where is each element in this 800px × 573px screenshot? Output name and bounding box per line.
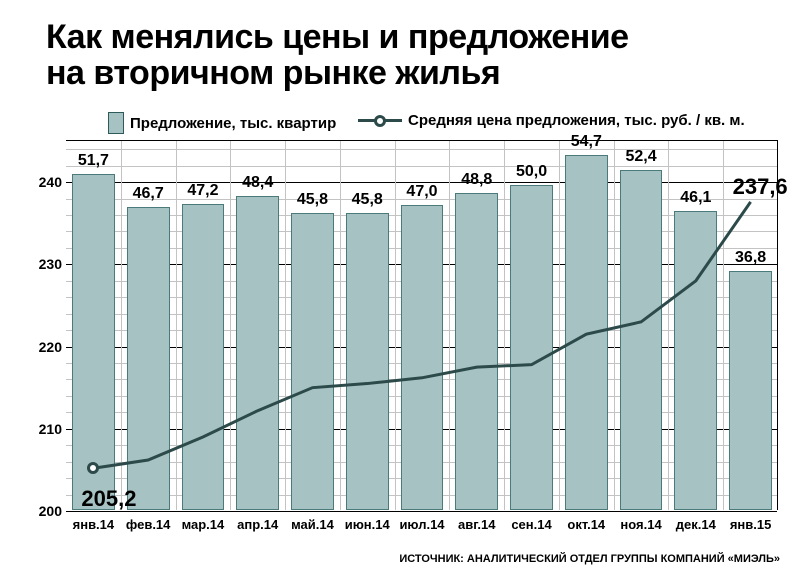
source-text: ИСТОЧНИК: АНАЛИТИЧЕСКИЙ ОТДЕЛ ГРУППЫ КОМ… (399, 553, 780, 565)
bar-label: 48,4 (230, 174, 285, 192)
bar (182, 204, 225, 510)
bar-label: 51,7 (66, 152, 121, 170)
x-label: июл.14 (395, 517, 450, 532)
bar (291, 213, 334, 510)
x-label: янв.14 (66, 517, 121, 532)
x-label: апр.14 (230, 517, 285, 532)
bar-label: 45,8 (340, 191, 395, 209)
bar (729, 271, 772, 510)
grid-v (504, 141, 505, 510)
grid-v (559, 141, 560, 510)
grid-major (66, 511, 777, 512)
grid-v (230, 141, 231, 510)
x-label: окт.14 (559, 517, 614, 532)
grid-minor (66, 166, 777, 167)
grid-minor (66, 149, 777, 150)
bar (401, 205, 444, 510)
x-label: ноя.14 (614, 517, 669, 532)
bar (346, 213, 389, 510)
line-callout: 237,6 (733, 174, 788, 200)
bar (510, 185, 553, 510)
line-marker (87, 462, 99, 474)
bar-label: 46,1 (668, 189, 723, 207)
legend-bar-swatch (108, 112, 124, 134)
bar-label: 47,2 (176, 182, 231, 200)
bar (455, 193, 498, 510)
bar-label: 47,0 (395, 183, 450, 201)
chart-title: Как менялись цены и предложение на втори… (46, 20, 629, 91)
x-label: дек.14 (668, 517, 723, 532)
chart-title-line1: Как менялись цены и предложение (46, 18, 629, 56)
bar-label: 46,7 (121, 185, 176, 203)
y-tick: 210 (30, 421, 62, 437)
legend-bar: Предложение, тыс. квартир (108, 112, 336, 134)
bar (72, 174, 115, 510)
bar-label: 45,8 (285, 191, 340, 209)
bar-label: 50,0 (504, 163, 559, 181)
plot-area: 20021022023024051,7янв.1446,7фев.1447,2м… (66, 140, 778, 510)
x-label: сен.14 (504, 517, 559, 532)
y-tick: 200 (30, 503, 62, 519)
bar (620, 170, 663, 510)
x-label: июн.14 (340, 517, 395, 532)
grid-v (449, 141, 450, 510)
bar (565, 155, 608, 510)
legend-line: Средняя цена предложения, тыс. руб. / кв… (358, 112, 745, 129)
y-tick: 230 (30, 256, 62, 272)
legend-bar-label: Предложение, тыс. квартир (130, 115, 336, 132)
grid-v (614, 141, 615, 510)
x-label: май.14 (285, 517, 340, 532)
x-label: мар.14 (176, 517, 231, 532)
y-tick: 240 (30, 174, 62, 190)
bar (127, 207, 170, 510)
line-callout: 205,2 (81, 486, 136, 512)
legend-line-label: Средняя цена предложения, тыс. руб. / кв… (408, 112, 745, 129)
y-tick: 220 (30, 339, 62, 355)
legend-line-swatch (358, 114, 402, 128)
bar-label: 36,8 (723, 249, 778, 267)
chart-title-line2: на вторичном рынке жилья (46, 54, 500, 92)
bar-label: 48,8 (449, 171, 504, 189)
bar-label: 52,4 (614, 148, 669, 166)
bar (236, 196, 279, 510)
grid-v (723, 141, 724, 510)
bar (674, 211, 717, 510)
bar-label: 54,7 (559, 133, 614, 151)
x-label: янв.15 (723, 517, 778, 532)
x-label: авг.14 (449, 517, 504, 532)
x-label: фев.14 (121, 517, 176, 532)
